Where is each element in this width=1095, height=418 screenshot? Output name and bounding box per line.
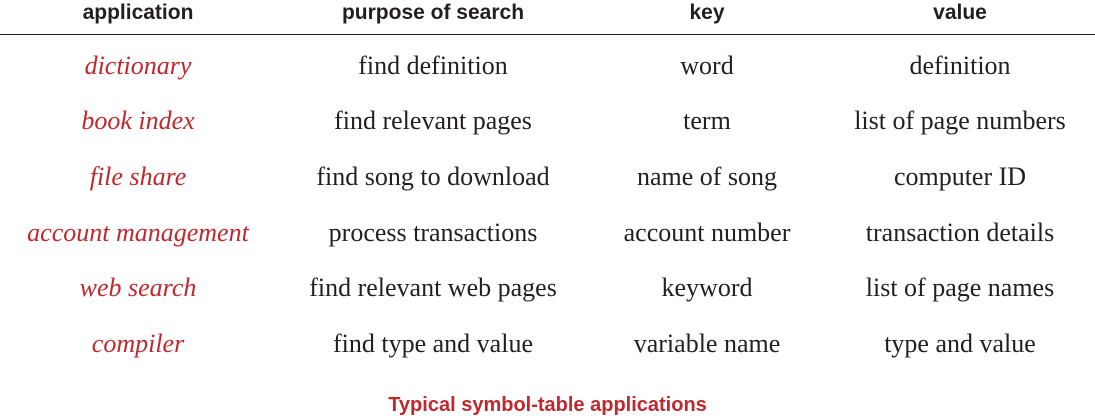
value-cell: type and value <box>884 329 1036 358</box>
key-cell: word <box>680 51 734 80</box>
purpose-cell: find definition <box>358 51 508 80</box>
purpose-cell: process transactions <box>328 218 538 247</box>
key-cell: term <box>683 106 731 135</box>
table-row: web search find relevant web pages keywo… <box>0 260 1095 316</box>
table-row: dictionary find definition word definiti… <box>0 38 1095 94</box>
header-divider <box>0 34 1095 35</box>
table-row: compiler find type and value variable na… <box>0 316 1095 372</box>
table-row: account management process transactions … <box>0 205 1095 261</box>
column-header-application: application <box>82 1 194 24</box>
key-cell: account number <box>623 218 791 247</box>
table-caption: Typical symbol-table applications <box>388 394 707 416</box>
value-cell: list of page numbers <box>854 106 1066 135</box>
value-cell: list of page names <box>865 273 1055 302</box>
key-cell: keyword <box>661 273 753 302</box>
purpose-cell: find type and value <box>333 329 533 358</box>
value-cell: computer ID <box>893 162 1027 191</box>
column-header-purpose-of-search: purpose of search <box>341 1 525 24</box>
value-cell: transaction details <box>865 218 1055 247</box>
application-cell: compiler <box>91 329 185 358</box>
purpose-cell: find relevant web pages <box>309 273 557 302</box>
application-cell: book index <box>81 106 195 135</box>
key-cell: variable name <box>633 329 781 358</box>
application-cell: file share <box>89 162 187 191</box>
table-row: file share find song to download name of… <box>0 149 1095 205</box>
column-header-key: key <box>689 1 725 24</box>
table-header-row: application purpose of search key value <box>0 0 1095 34</box>
application-cell: dictionary <box>84 51 192 80</box>
value-cell: definition <box>909 51 1011 80</box>
purpose-cell: find song to download <box>316 162 550 191</box>
application-cell: web search <box>79 273 197 302</box>
table-row: book index find relevant pages term list… <box>0 93 1095 149</box>
application-cell: account management <box>27 218 249 247</box>
key-cell: name of song <box>636 162 778 191</box>
column-header-value: value <box>933 1 987 24</box>
purpose-cell: find relevant pages <box>334 106 532 135</box>
